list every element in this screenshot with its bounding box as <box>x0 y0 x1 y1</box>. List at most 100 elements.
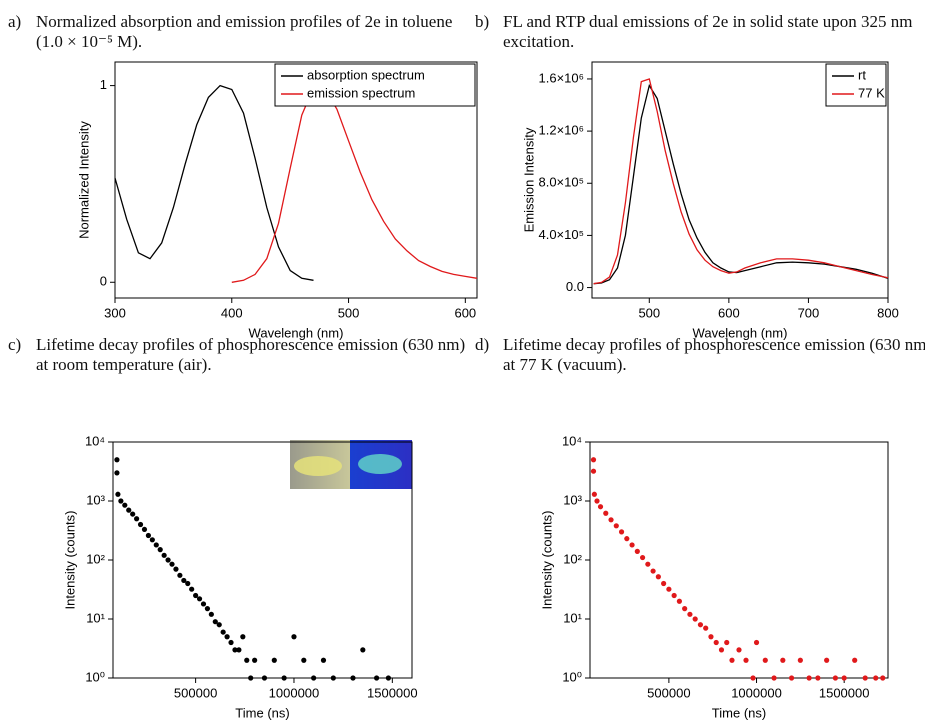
data-point <box>753 639 760 646</box>
data-point <box>232 647 238 653</box>
data-point <box>126 507 132 513</box>
data-point <box>165 557 171 563</box>
data-point <box>590 468 597 474</box>
data-point <box>597 504 604 510</box>
data-point <box>189 586 195 592</box>
data-point <box>311 675 317 681</box>
x-tick-label: 1000000 <box>731 685 782 700</box>
x-tick-label: 700 <box>798 305 820 320</box>
data-point <box>252 657 258 663</box>
data-point <box>291 634 297 640</box>
data-point <box>594 498 600 504</box>
x-tick-label: 1500000 <box>367 685 418 700</box>
data-point <box>841 675 847 681</box>
plot-frame <box>589 441 889 679</box>
data-point <box>220 629 226 635</box>
data-point <box>145 532 152 539</box>
x-tick-label: 500000 <box>174 685 217 700</box>
data-point <box>645 561 651 567</box>
data-point <box>153 542 159 548</box>
data-point <box>650 568 656 574</box>
y-tick-label: 10² <box>86 551 105 566</box>
data-point <box>862 675 868 681</box>
data-point <box>320 657 327 663</box>
caption-text: Lifetime decay profiles of phosphorescen… <box>503 335 925 374</box>
data-point <box>157 547 163 553</box>
series-line <box>593 83 889 285</box>
data-point <box>216 622 222 628</box>
data-point <box>832 675 839 681</box>
legend-label: emission spectrum <box>307 85 415 100</box>
x-axis-label: Wavelengh (nm) <box>693 325 788 340</box>
data-point <box>240 634 246 640</box>
series-line <box>231 86 478 283</box>
data-point <box>130 511 136 517</box>
x-tick-label: 300 <box>104 305 126 320</box>
data-point <box>724 639 730 646</box>
data-point <box>771 675 777 681</box>
data-point <box>373 675 380 681</box>
data-point <box>624 536 630 542</box>
data-point <box>797 657 803 663</box>
y-axis-label: Intensity (counts) <box>62 511 77 610</box>
data-point <box>750 675 756 681</box>
panel-label: b) <box>475 12 490 31</box>
data-point <box>204 606 211 612</box>
data-point <box>708 634 714 640</box>
y-tick-label: 1 <box>100 77 107 92</box>
data-point <box>115 491 121 497</box>
y-axis-label: Intensity (counts) <box>539 511 554 610</box>
data-point <box>244 657 250 663</box>
data-point <box>629 542 635 548</box>
x-tick-label: 500 <box>638 305 660 320</box>
data-point <box>824 657 830 663</box>
data-point <box>788 675 795 681</box>
data-point <box>613 523 619 529</box>
data-point <box>248 675 254 681</box>
data-point <box>177 572 183 578</box>
data-point <box>350 675 356 681</box>
data-point <box>134 516 140 522</box>
data-point <box>161 552 167 558</box>
data-point <box>590 457 597 463</box>
data-point <box>114 470 120 476</box>
data-point <box>114 457 120 463</box>
y-tick-label: 10⁰ <box>562 669 582 684</box>
inset-photo <box>290 440 412 489</box>
data-point <box>193 592 199 599</box>
y-tick-label: 10³ <box>563 492 582 507</box>
data-point <box>271 657 277 663</box>
data-point <box>687 611 693 617</box>
data-point <box>169 561 175 567</box>
data-point <box>697 622 704 628</box>
y-tick-label: 10⁰ <box>85 669 105 684</box>
legend-label: rt <box>858 67 866 82</box>
x-tick-label: 800 <box>877 305 899 320</box>
x-tick-label: 600 <box>454 305 476 320</box>
y-tick-label: 10⁴ <box>562 433 582 448</box>
y-tick-label: 8.0×10⁵ <box>538 175 584 190</box>
data-point <box>729 657 735 663</box>
legend-label: absorption spectrum <box>307 67 425 82</box>
data-point <box>608 517 614 523</box>
data-point <box>208 611 214 617</box>
data-point <box>118 498 124 504</box>
data-point <box>655 574 661 580</box>
y-tick-label: 1.6×10⁶ <box>539 70 584 85</box>
caption-text: FL and RTP dual emissions of 2e in solid… <box>503 12 913 51</box>
series-line <box>114 84 314 281</box>
x-tick-label: 500000 <box>647 685 690 700</box>
data-point <box>200 601 207 607</box>
y-tick-label: 10³ <box>86 492 105 507</box>
data-point <box>873 675 879 681</box>
data-point <box>236 647 242 653</box>
data-point <box>780 657 786 663</box>
data-point <box>261 675 268 681</box>
y-tick-label: 10¹ <box>563 610 582 625</box>
y-axis-label: Emission Intensity <box>521 127 536 232</box>
legend-label: 77 K <box>858 85 885 100</box>
data-point <box>173 566 179 572</box>
data-point <box>682 606 688 612</box>
y-tick-label: 0 <box>100 274 107 289</box>
